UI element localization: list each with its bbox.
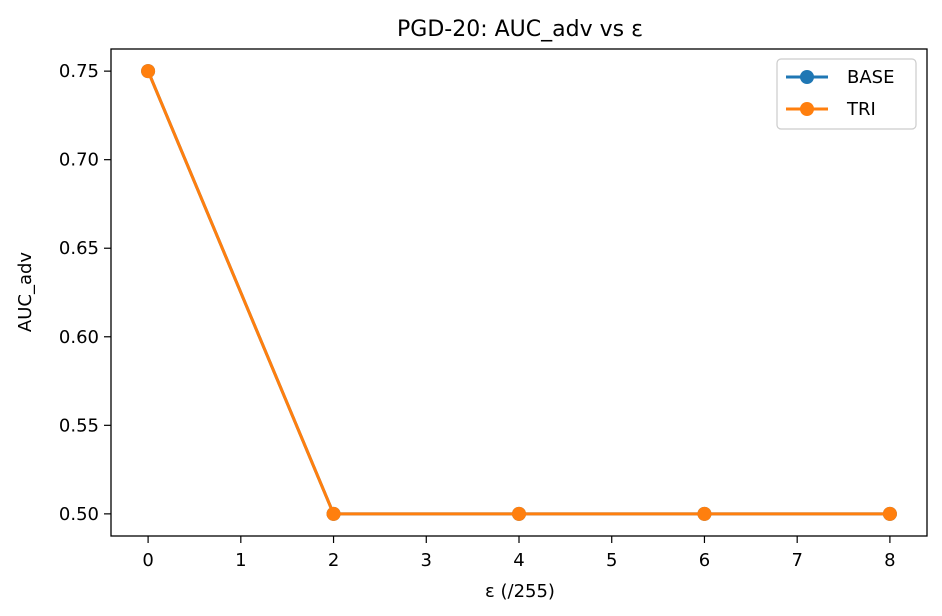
data-point-tri: [141, 64, 156, 79]
legend-label-tri: TRI: [846, 99, 876, 120]
y-tick-label: 0.60: [59, 327, 99, 348]
y-tick-label: 0.55: [59, 415, 99, 436]
data-point-tri: [697, 506, 712, 521]
y-tick-label: 0.70: [59, 150, 99, 171]
axes-frame: [110, 48, 928, 537]
y-tick-label: 0.50: [59, 504, 99, 525]
legend-marker-base: [800, 70, 814, 84]
legend-marker-tri: [800, 102, 814, 116]
x-tick-label: 0: [142, 550, 153, 571]
x-tick-label: 1: [235, 550, 246, 571]
plot-area: 0 1 2 3 4 5 6 7 8 0.50 0.55 0.60 0.65 0.70 0.75: [59, 48, 928, 571]
x-tick-label: 6: [699, 550, 710, 571]
y-tick-label: 0.75: [59, 61, 99, 82]
x-tick-label: 2: [328, 550, 339, 571]
legend: BASE TRI: [776, 58, 917, 130]
data-point-tri: [512, 506, 526, 521]
y-tick-label: 0.65: [59, 238, 99, 259]
y-axis-label: AUC_adv: [15, 252, 36, 333]
legend-label-base: BASE: [847, 67, 894, 88]
x-tick-label: 5: [606, 550, 617, 571]
chart-title: PGD-20: AUC_adv vs ε: [397, 17, 643, 42]
x-tick-label: 8: [884, 550, 895, 571]
data-point-tri: [326, 506, 341, 521]
x-tick-label: 4: [513, 550, 524, 571]
data-point-tri: [882, 506, 897, 521]
x-tick-label: 7: [791, 550, 802, 571]
x-tick-label: 3: [421, 550, 432, 571]
x-axis-label: ε (/255): [485, 581, 555, 602]
